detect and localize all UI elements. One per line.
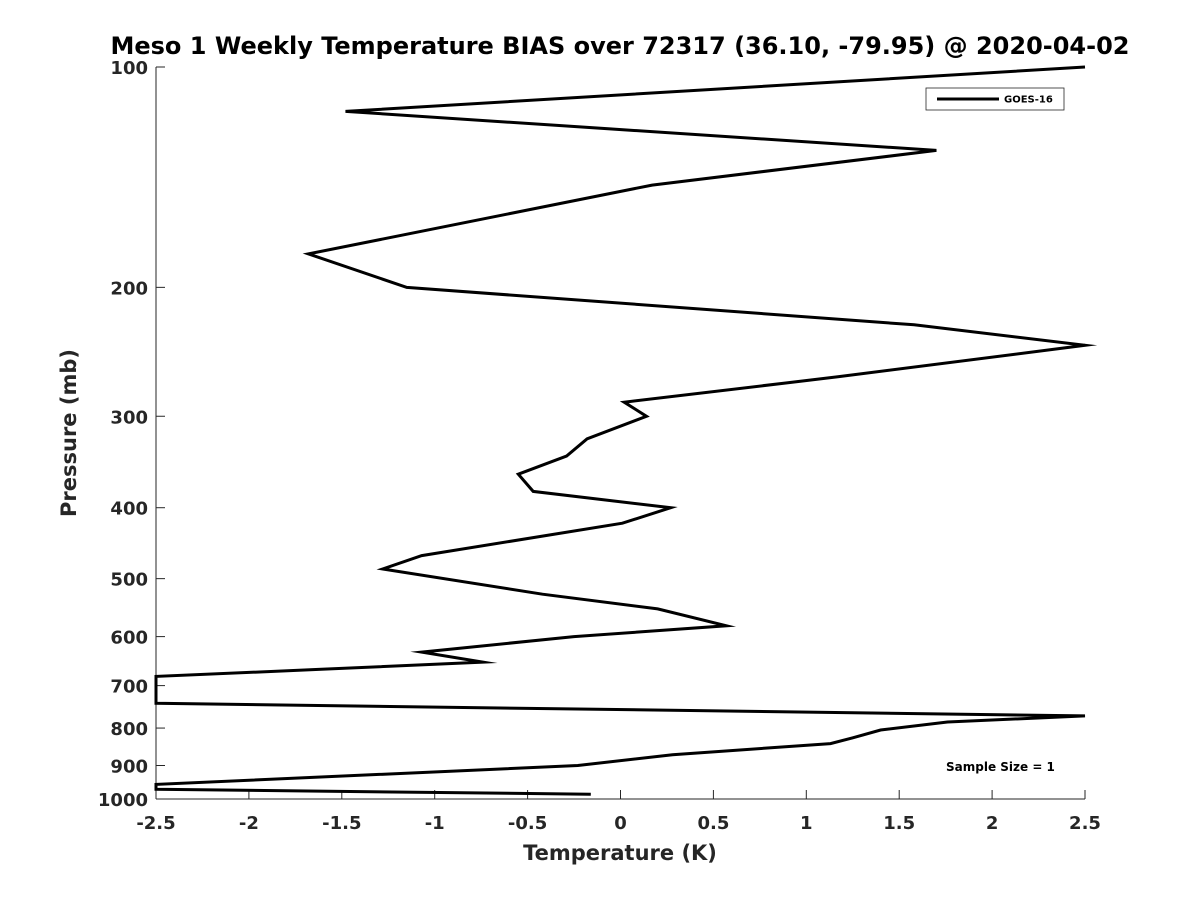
y-tick-label: 400 [110, 499, 148, 520]
y-tick-label: 800 [110, 719, 148, 740]
y-tick-label: 100 [110, 58, 148, 79]
x-tick-label: 0.5 [697, 813, 729, 834]
x-tick-label: 1.5 [883, 813, 915, 834]
legend-label-goes-16: GOES-16 [1004, 95, 1053, 106]
series-layer [154, 65, 1098, 796]
y-tick-label: 700 [110, 677, 148, 698]
plot-axes-box [156, 67, 1085, 799]
y-tick-label: 900 [110, 757, 148, 778]
x-axis-ticks: -2.5 -2 -1.5 -1 -0.5 0 0.5 1 1.5 2 2.5 [136, 790, 1101, 834]
x-tick-label: 2.5 [1069, 813, 1101, 834]
plot-area: -2.5 -2 -1.5 -1 -0.5 0 0.5 1 1.5 2 2.5 100 200 300 40… [98, 58, 1101, 834]
series-line-goes-16 [154, 65, 1098, 796]
y-tick-label: 300 [110, 407, 148, 428]
x-tick-label: -1.5 [322, 813, 361, 834]
chart-title: Meso 1 Weekly Temperature BIAS over 7231… [110, 32, 1129, 60]
x-tick-label: 2 [986, 813, 999, 834]
x-tick-label: -2 [239, 813, 259, 834]
x-tick-label: 0 [614, 813, 627, 834]
y-tick-label: 200 [110, 278, 148, 299]
y-tick-label: 500 [110, 570, 148, 591]
x-axis-label: Temperature (K) [523, 841, 717, 865]
sample-size-annotation: Sample Size = 1 [946, 760, 1055, 774]
y-axis-label: Pressure (mb) [57, 349, 81, 517]
legend: GOES-16 [925, 87, 1065, 111]
x-tick-label: -1 [425, 813, 445, 834]
y-axis-ticks: 100 200 300 400 500 600 700 800 900 1000 [98, 58, 165, 811]
y-tick-label: 600 [110, 628, 148, 649]
x-tick-label: 1 [800, 813, 813, 834]
x-tick-label: -2.5 [136, 813, 175, 834]
x-tick-label: -0.5 [508, 813, 547, 834]
y-tick-label: 1000 [98, 790, 148, 811]
